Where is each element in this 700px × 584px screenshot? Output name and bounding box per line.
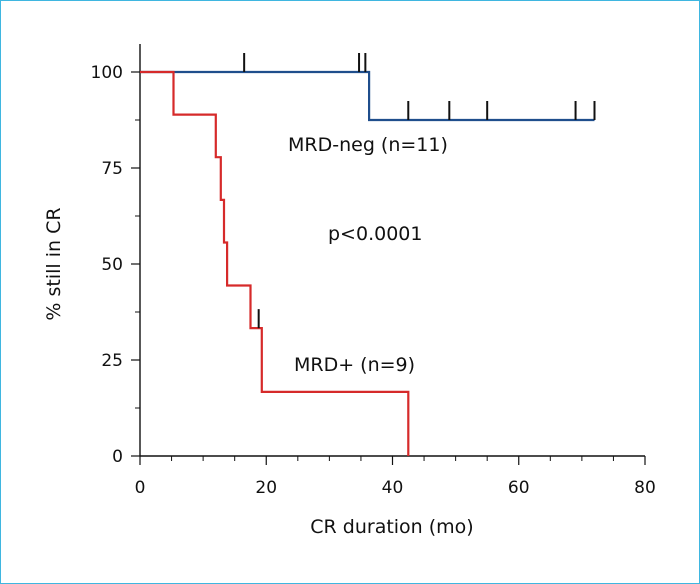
y-tick-label: 100 [91,63,123,83]
p-value-annotation: p<0.0001 [328,223,422,245]
axes: 0 20 40 60 80 0 25 50 75 100 [91,44,656,498]
x-tick-label: 60 [508,478,530,498]
y-tick-label: 25 [101,351,123,371]
y-axis-title: % still in CR [43,207,65,320]
y-tick-label: 75 [101,159,123,179]
x-tick-label: 20 [255,478,277,498]
y-tick-label: 50 [101,255,123,275]
x-tick-label: 80 [634,478,656,498]
series-label-mrd-pos: MRD+ (n=9) [294,354,415,376]
curve-mrd-neg [140,70,595,122]
x-tick-label: 0 [135,478,146,498]
survival-curves [140,70,595,456]
x-axis-title: CR duration (mo) [310,516,473,538]
x-tick-label: 40 [382,478,404,498]
curve-mrd-pos [140,70,410,456]
series-label-mrd-neg: MRD-neg (n=11) [288,134,448,156]
censor-marks [243,53,596,329]
y-tick-label: 0 [112,447,123,467]
